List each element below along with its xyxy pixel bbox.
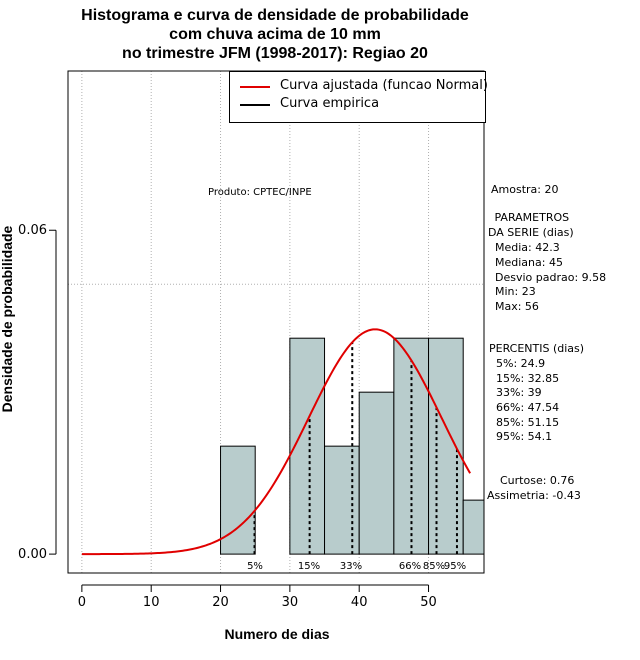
grid-lines [68,71,484,573]
y-tick-label: 0.00 [18,547,47,562]
percentile-label: 15% [298,561,320,572]
stat-perc-title: PERCENTIS (dias) [489,342,585,355]
histogram-bar [220,445,256,555]
normal-fit-curve [81,328,471,556]
legend-swatch-normal [240,86,270,88]
stat-media: Media: 42.3 [488,241,560,254]
percentile-label: 85% [423,561,445,572]
stat-p95: 95%: 54.1 [489,430,553,443]
stat-p5: 5%: 24.9 [489,357,546,370]
percentile-label: 33% [340,561,362,572]
chart-title-line-2: com chuva acima de 10 mm [169,26,381,43]
histogram-bar [428,337,464,555]
percentile-label: 5% [247,561,263,572]
chart-title-line-3: no trimestre JFM (1998-2017): Regiao 20 [122,45,428,62]
x-tick-label: 50 [420,595,437,610]
stat-amostra: Amostra: 20 [491,183,559,196]
legend-swatch-empirical [240,104,270,106]
stat-assimetria: Assimetria: -0.43 [487,489,581,502]
product-credit: Produto: CPTEC/INPE [208,187,312,198]
chart-legend: Curva ajustada (funcao Normal) Curva emp… [229,71,488,123]
legend-item-empirical: Curva empirica [230,96,485,114]
legend-item-normal: Curva ajustada (funcao Normal) [230,78,488,96]
stat-mediana: Mediana: 45 [488,256,563,269]
stat-min: Min: 23 [488,285,536,298]
x-axis-title: Numero de dias [224,626,330,642]
x-tick-label: 40 [351,595,368,610]
legend-label-empirical: Curva empirica [280,96,380,111]
percentile-label: 95% [444,561,466,572]
x-tick-label: 20 [212,595,229,610]
stat-param-title-2: DA SERIE (dias) [488,226,574,239]
x-tick-label: 30 [282,595,299,610]
percentile-lines: 5% 15% 33% 66% 85%95% [247,342,466,572]
stat-p66: 66%: 47.54 [489,401,560,414]
y-tick-label: 0.06 [18,223,47,238]
stat-desvio: Desvio padrao: 9.58 [488,271,607,284]
y-axis-title: Densidade de probabilidade [0,225,15,413]
x-tick-label: 10 [143,595,160,610]
stat-p85: 85%: 51.15 [489,416,560,429]
histogram-bar [324,445,360,555]
stat-param-title-1: PARAMETROS [491,211,570,224]
percentile-label: 66% [399,561,421,572]
stat-curtose: Curtose: 0.76 [493,474,575,487]
histogram-bar [462,499,485,555]
density-curves [81,328,471,556]
chart-title-line-1: Histograma e curva de densidade de proba… [81,7,469,24]
stat-p33: 33%: 39 [489,386,542,399]
histogram-bar [358,391,395,555]
x-tick-label: 0 [78,595,86,610]
axes: 0 10 20 30 40 50 0.00 0.06 [18,223,437,610]
stat-p15: 15%: 32.85 [489,372,560,385]
legend-label-normal: Curva ajustada (funcao Normal) [280,78,488,93]
stat-max: Max: 56 [488,300,539,313]
